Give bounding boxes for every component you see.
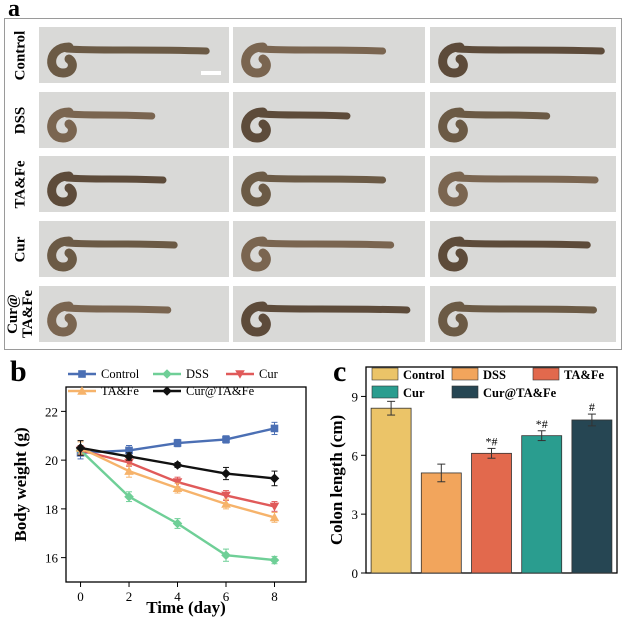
colon-tissue [430, 92, 616, 148]
y-tick-label: 9 [352, 389, 359, 404]
colon-photo-panel: Control DSS TA&Fe Cur Cur@ TA&Fe [4, 18, 622, 350]
data-point [271, 425, 279, 433]
colon-tissue [430, 221, 616, 277]
legend-label: Control [101, 367, 140, 381]
significance-mark: # [589, 400, 595, 414]
x-tick-label: 0 [77, 589, 84, 604]
colon-shape [67, 178, 163, 180]
colon-photo [233, 92, 425, 148]
colon-shape [458, 308, 594, 310]
bar-Cur@TA&Fe [572, 420, 612, 573]
data-point [174, 439, 182, 447]
colon-shape [261, 243, 391, 245]
legend-swatch [533, 368, 559, 380]
legend-label: DSS [483, 368, 506, 382]
y-tick-label: 22 [45, 404, 58, 419]
colon-shape [67, 243, 174, 245]
colon-row-label: TA&Fe [14, 149, 29, 219]
legend-swatch [452, 386, 478, 398]
data-point [162, 369, 172, 379]
colon-tissue [430, 156, 616, 212]
colon-photo [430, 156, 616, 212]
legend-label: Cur@TA&Fe [483, 386, 557, 400]
legend-label: Control [403, 368, 445, 382]
colon-photo [430, 286, 616, 342]
colon-photo [233, 156, 425, 212]
y-axis-label: Body weight (g) [11, 427, 30, 541]
body-weight-chart: 0 2 4 6 8 16 18 20 22 Time (day) Body weight (g) Co… [0, 355, 320, 617]
colon-tissue [233, 156, 425, 212]
colon-shape [67, 308, 168, 310]
legend-label: TA&Fe [101, 384, 139, 398]
colon-shape [261, 308, 407, 310]
y-tick-label: 3 [352, 507, 359, 522]
x-tick-label: 8 [271, 589, 278, 604]
colon-shape [458, 49, 601, 51]
colon-shape [458, 178, 595, 180]
data-point [78, 370, 86, 378]
colon-tissue [430, 27, 616, 83]
significance-mark: *# [486, 434, 498, 448]
bar-TA&Fe [472, 453, 512, 573]
colon-tissue [233, 221, 425, 277]
y-tick-label: 18 [45, 502, 58, 517]
scale-bar [201, 71, 221, 75]
bar-DSS [421, 473, 461, 573]
data-point [222, 436, 230, 444]
data-point [270, 503, 280, 512]
colon-photo [430, 92, 616, 148]
colon-row-label: Cur@ TA&Fe [6, 279, 36, 349]
colon-tissue [39, 156, 229, 212]
x-tick-label: 2 [126, 589, 133, 604]
colon-tissue [233, 92, 425, 148]
colon-tissue [430, 286, 616, 342]
colon-row-label: Control [14, 20, 29, 90]
colon-shape [67, 49, 206, 51]
colon-photo [233, 27, 425, 83]
colon-photo [39, 92, 229, 148]
colon-photo [430, 221, 616, 277]
data-point [270, 555, 280, 565]
colon-photo [39, 156, 229, 212]
colon-tissue [39, 221, 229, 277]
y-tick-label: 20 [45, 453, 58, 468]
significance-mark: *# [536, 417, 548, 431]
colon-tissue [233, 286, 425, 342]
colon-photo [233, 286, 425, 342]
data-point [270, 474, 280, 484]
colon-photo [430, 27, 616, 83]
colon-tissue [233, 27, 425, 83]
colon-photo [233, 221, 425, 277]
bar-Cur [522, 436, 562, 573]
data-point [221, 469, 231, 479]
colon-shape [261, 114, 347, 116]
legend-label: Cur@TA&Fe [186, 384, 255, 398]
legend-swatch [372, 386, 398, 398]
y-tick-label: 16 [45, 551, 59, 566]
legend-label: DSS [186, 367, 209, 381]
colon-shape [67, 114, 152, 116]
colon-row-label: Cur [14, 214, 29, 284]
legend-label: Cur [259, 367, 279, 381]
colon-shape [261, 178, 383, 180]
colon-photo [39, 221, 229, 277]
legend-label: Cur [403, 386, 425, 400]
colon-photo [39, 286, 229, 342]
colon-shape [458, 114, 547, 116]
colon-shape [261, 49, 383, 51]
y-tick-label: 6 [352, 448, 359, 463]
legend-label: TA&Fe [564, 368, 604, 382]
colon-row-label: DSS [14, 85, 29, 155]
legend-swatch [452, 368, 478, 380]
colon-length-chart: 0 3 6 9 Colon length (cm) *# *# # Control DSS TA&F… [320, 355, 625, 617]
x-axis-label: Time (day) [146, 598, 226, 617]
legend-swatch [372, 368, 398, 380]
y-tick-label: 0 [352, 566, 359, 581]
y-axis-label: Colon length (cm) [327, 415, 346, 545]
colon-tissue [39, 286, 229, 342]
colon-shape [458, 243, 587, 245]
bar-Control [371, 408, 411, 573]
data-point [173, 460, 183, 470]
colon-tissue [39, 92, 229, 148]
